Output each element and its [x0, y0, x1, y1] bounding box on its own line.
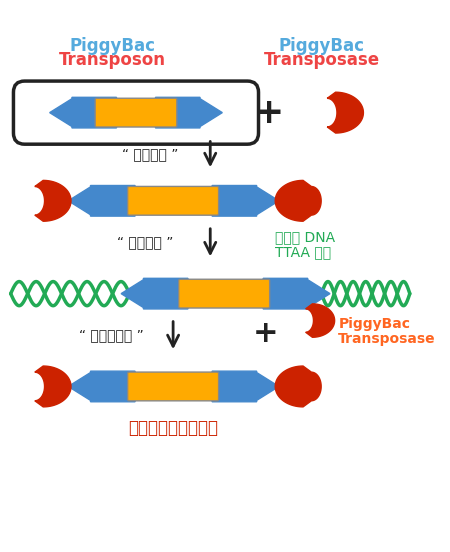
Polygon shape	[275, 181, 321, 221]
Text: “ 組み込み ”: “ 組み込み ”	[117, 236, 173, 250]
Polygon shape	[68, 371, 135, 402]
Polygon shape	[156, 97, 222, 128]
Polygon shape	[121, 278, 188, 309]
FancyBboxPatch shape	[179, 279, 270, 308]
Text: “ 切り出し ”: “ 切り出し ”	[122, 147, 178, 161]
Text: Transposase: Transposase	[338, 332, 436, 346]
Polygon shape	[275, 366, 321, 407]
FancyBboxPatch shape	[95, 98, 177, 127]
Polygon shape	[327, 92, 364, 133]
Text: 痕跡を残さずに除去: 痕跡を残さずに除去	[128, 419, 218, 437]
Polygon shape	[212, 185, 279, 216]
Text: +: +	[253, 319, 279, 348]
Polygon shape	[35, 366, 71, 407]
Text: +: +	[253, 95, 284, 130]
Text: PiggyBac: PiggyBac	[279, 36, 365, 55]
Polygon shape	[263, 278, 330, 309]
Polygon shape	[212, 371, 279, 402]
Text: PiggyBac: PiggyBac	[70, 36, 156, 55]
FancyBboxPatch shape	[128, 372, 219, 401]
Text: Transposon: Transposon	[59, 51, 166, 70]
Polygon shape	[306, 304, 335, 337]
Text: “ 再切り出し ”: “ 再切り出し ”	[79, 328, 143, 342]
Text: TTAA 部位: TTAA 部位	[275, 246, 331, 259]
Polygon shape	[68, 185, 135, 216]
Polygon shape	[50, 97, 117, 128]
Text: PiggyBac: PiggyBac	[338, 317, 410, 331]
Text: Transposase: Transposase	[264, 51, 380, 70]
Text: ゲノム DNA: ゲノム DNA	[275, 231, 335, 245]
Polygon shape	[35, 181, 71, 221]
FancyBboxPatch shape	[128, 187, 219, 215]
